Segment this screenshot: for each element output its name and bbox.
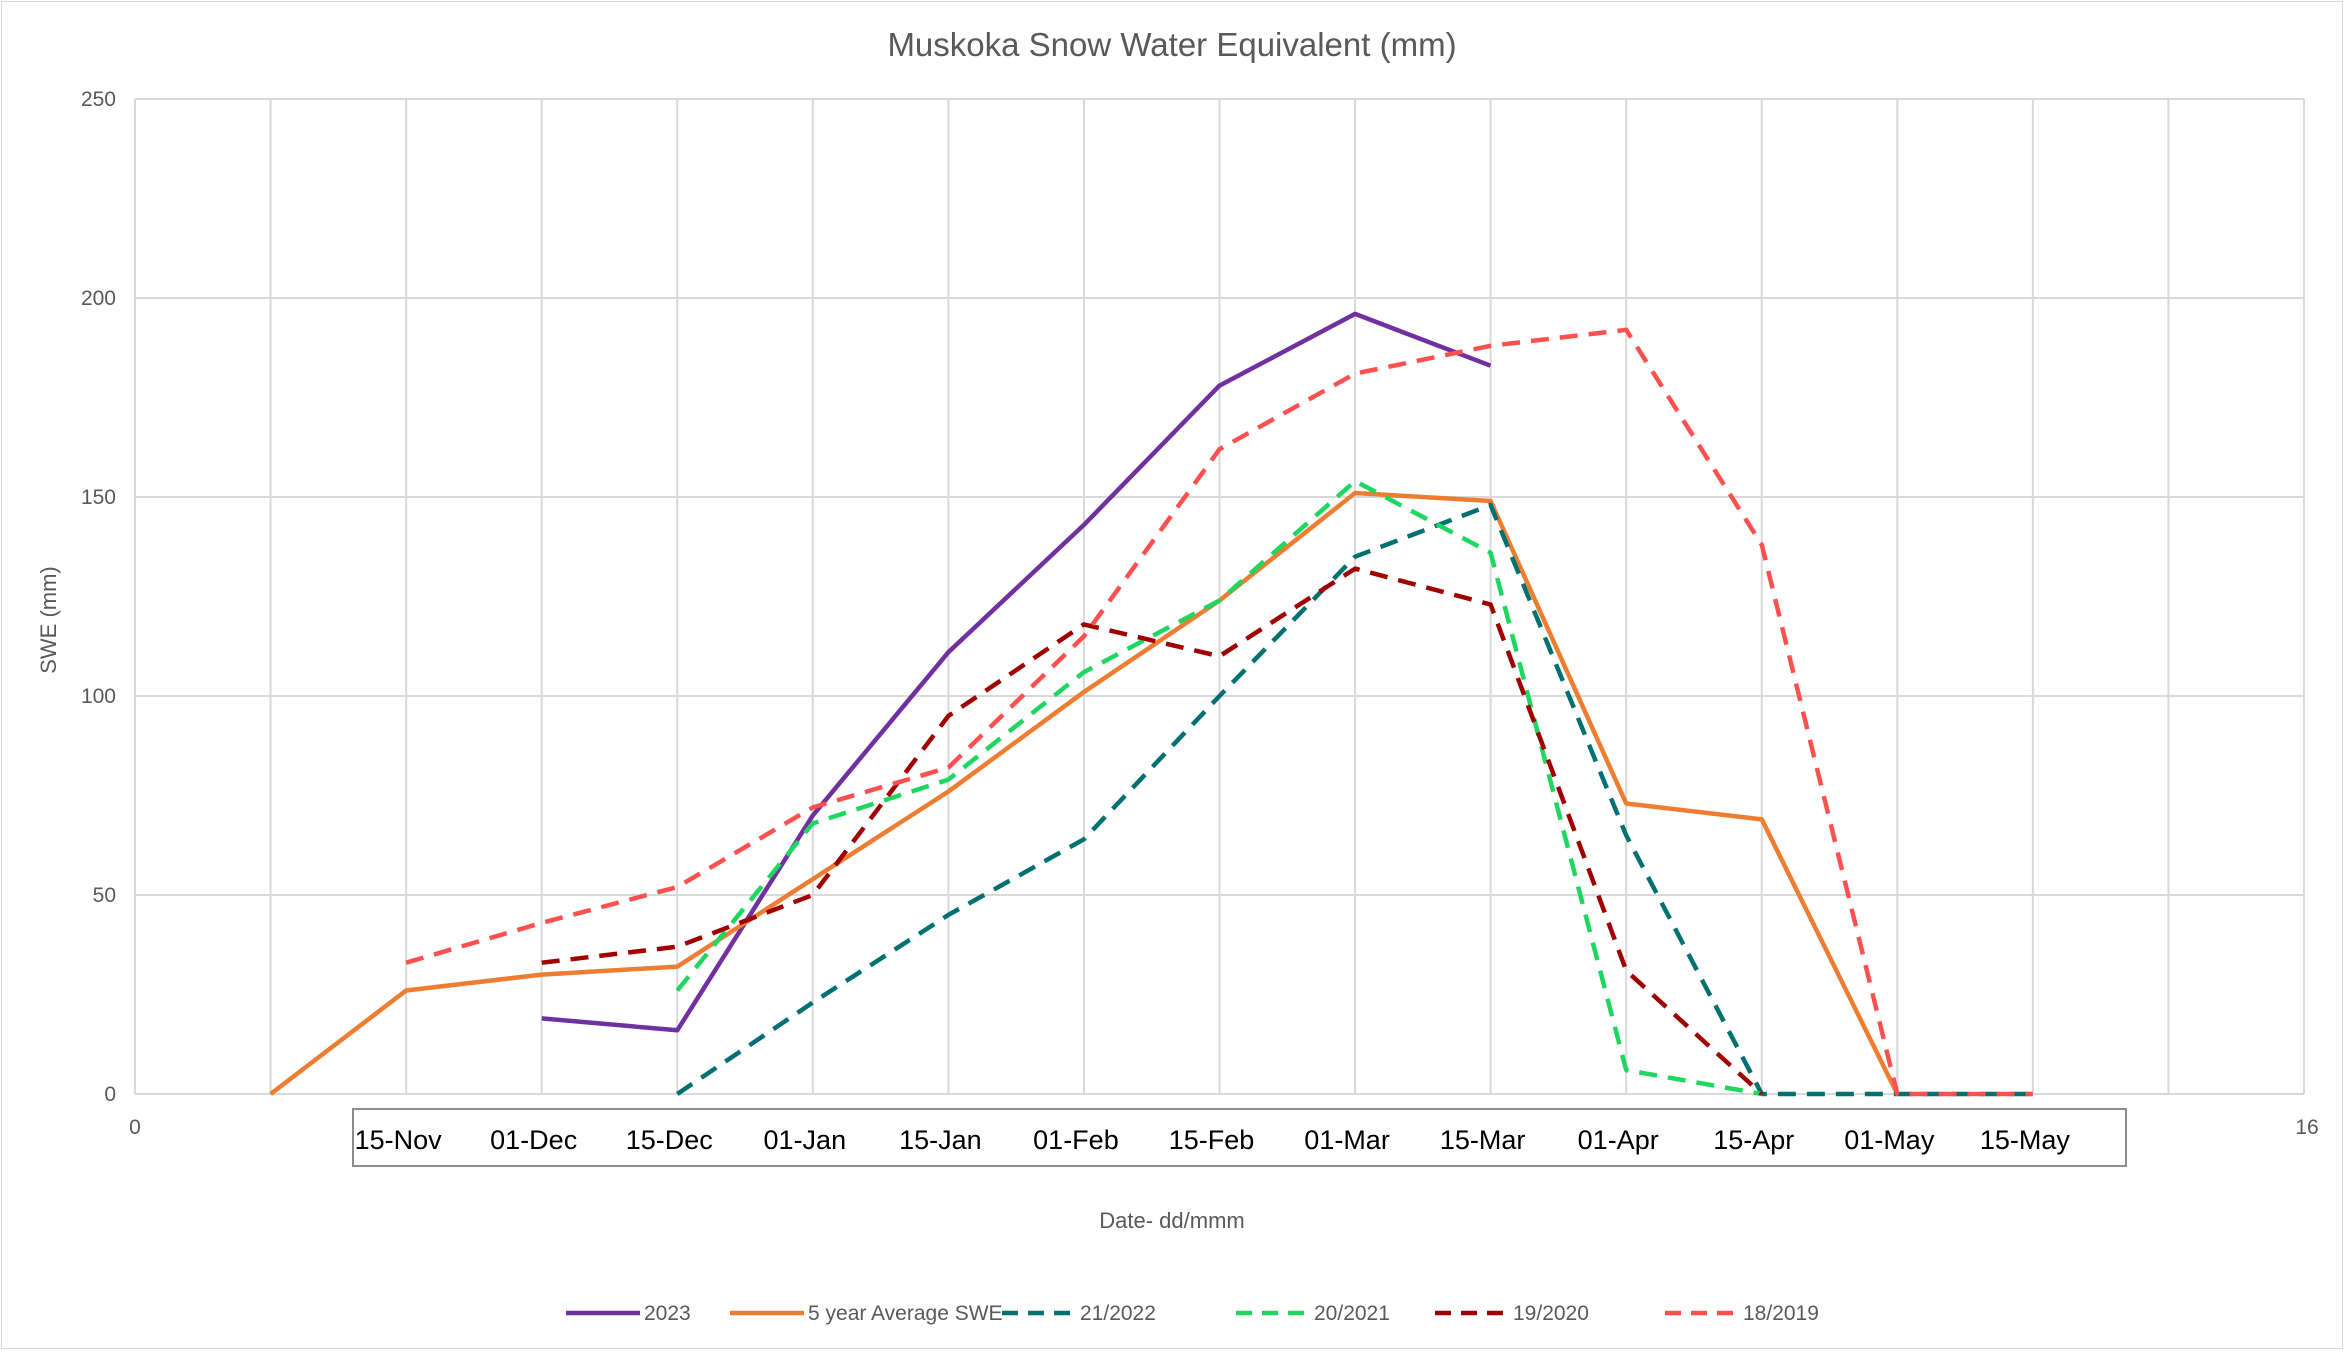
date-label: 15-Feb xyxy=(1169,1125,1255,1155)
series-line-0 xyxy=(541,311,1492,1033)
date-labels: 15-Nov 01-Dec 15-Dec 01-Jan 15-Jan 01-Feb 15-F… xyxy=(355,1125,2071,1155)
series-line-5 xyxy=(405,327,2033,1097)
x-axis-title: Date- dd/mmm xyxy=(1099,1208,1244,1233)
date-label: 15-Mar xyxy=(1440,1125,1526,1155)
series-line-4 xyxy=(541,566,1764,1096)
series-line-3 xyxy=(675,478,1763,1097)
y-tick-label: 200 xyxy=(81,287,116,310)
series-layer xyxy=(269,311,2033,1097)
legend-label-5: 18/2019 xyxy=(1743,1302,1819,1325)
legend: 2023 5 year Average SWE 21/2022 20/2021 19/2… xyxy=(566,1302,1819,1325)
chart-title: Muskoka Snow Water Equivalent (mm) xyxy=(887,26,1456,63)
date-label: 01-Feb xyxy=(1033,1125,1119,1155)
y-tick-label: 50 xyxy=(93,884,116,907)
date-label: 15-May xyxy=(1980,1125,2071,1155)
date-label: 01-Apr xyxy=(1578,1125,1659,1155)
grid-layer xyxy=(134,98,2305,1095)
legend-label-4: 19/2020 xyxy=(1513,1302,1589,1325)
date-label: 01-Dec xyxy=(490,1125,577,1155)
date-label: 15-Dec xyxy=(626,1125,713,1155)
date-label: 15-Apr xyxy=(1713,1125,1794,1155)
series-line-2 xyxy=(676,502,2033,1097)
legend-label-2: 21/2022 xyxy=(1080,1302,1156,1325)
y-tick-label: 0 xyxy=(104,1083,116,1106)
legend-label-0: 2023 xyxy=(644,1302,691,1325)
axis-layer: 0 50 100 150 200 250 0 16 xyxy=(81,88,2319,1139)
x-tick-label-max: 16 xyxy=(2295,1116,2318,1139)
date-label: 15-Jan xyxy=(899,1125,982,1155)
date-label: 01-May xyxy=(1844,1125,1935,1155)
series-line-1 xyxy=(269,490,1900,1096)
x-tick-label-min: 0 xyxy=(129,1116,141,1139)
date-label: 01-Mar xyxy=(1304,1125,1390,1155)
y-tick-label: 150 xyxy=(81,486,116,509)
y-tick-label: 250 xyxy=(81,88,116,111)
date-label: 01-Jan xyxy=(764,1125,847,1155)
legend-label-3: 20/2021 xyxy=(1314,1302,1390,1325)
legend-label-1: 5 year Average SWE xyxy=(808,1302,1003,1325)
y-tick-label: 100 xyxy=(81,685,116,708)
date-label: 15-Nov xyxy=(355,1125,443,1155)
date-label-box xyxy=(352,1108,2127,1167)
y-axis-title: SWE (mm) xyxy=(36,566,61,674)
